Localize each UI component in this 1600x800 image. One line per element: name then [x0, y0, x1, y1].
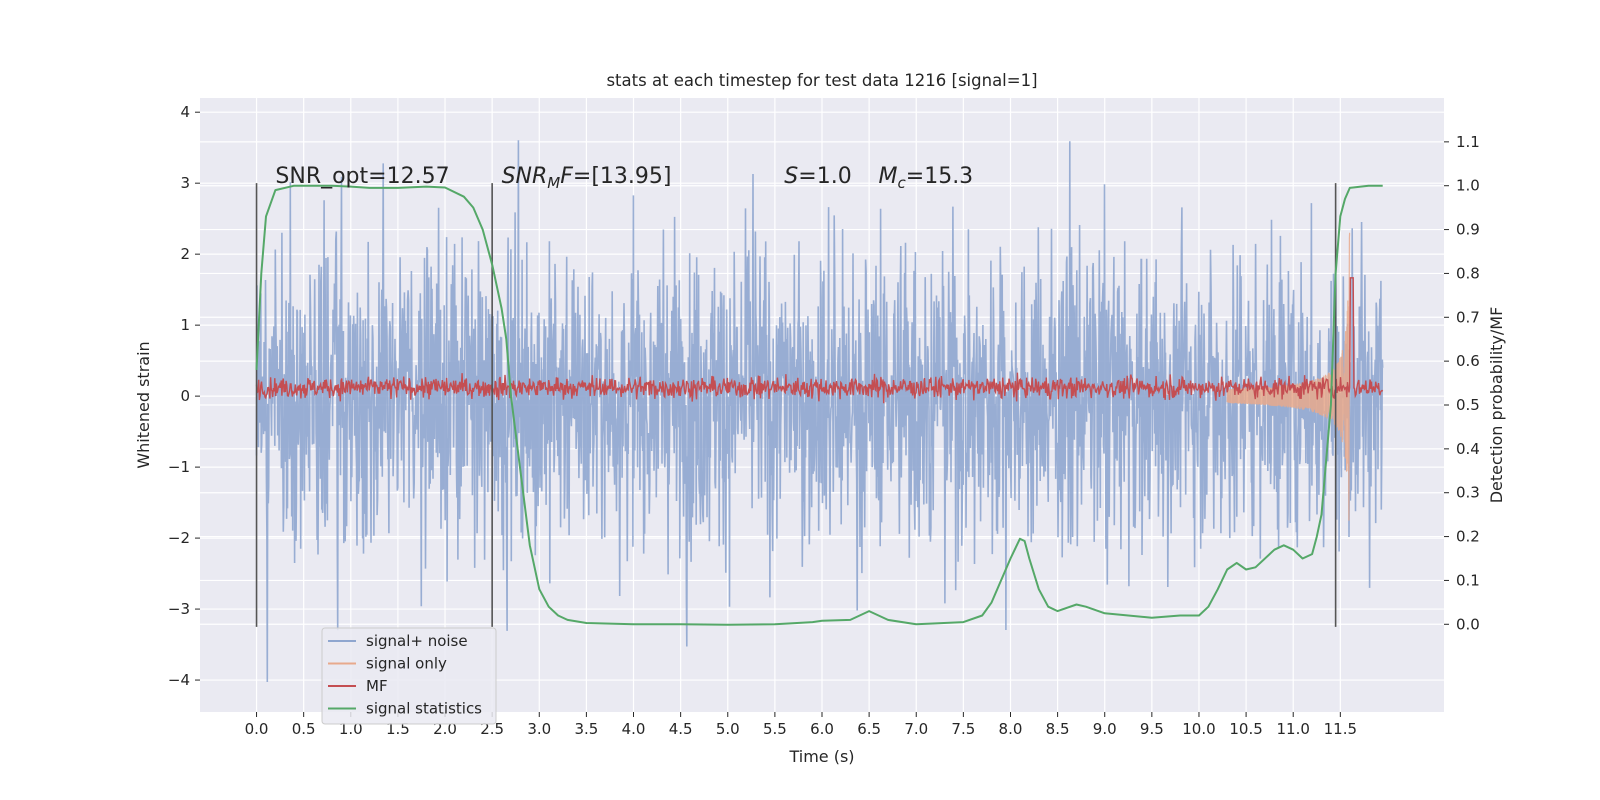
y2-tick-label: 1.1	[1456, 133, 1480, 151]
y2-tick-label: 0.7	[1456, 308, 1480, 326]
x-tick-label: 7.0	[904, 720, 928, 738]
y2-tick-label: 0.1	[1456, 571, 1480, 589]
y-tick-label: −2	[168, 529, 190, 547]
x-tick-label: 8.5	[1046, 720, 1070, 738]
signal-noise-series	[255, 140, 1384, 683]
x-tick-label: 7.5	[951, 720, 975, 738]
y-tick-label: −4	[168, 671, 190, 689]
y-tick-label: 4	[180, 103, 190, 121]
x-axis-label: Time (s)	[788, 747, 854, 766]
y-tick-label: 0	[180, 387, 190, 405]
y2-tick-label: 0.8	[1456, 264, 1480, 282]
mf-series	[255, 277, 1384, 404]
data-series	[255, 140, 1384, 683]
x-tick-label: 11.5	[1324, 720, 1357, 738]
x-tick-label: 4.0	[622, 720, 646, 738]
x-tick-label: 9.0	[1093, 720, 1117, 738]
y2-tick-label: 0.6	[1456, 352, 1480, 370]
y-axis-label: Whitened strain	[134, 341, 153, 468]
axes: 0.0 0.5 1.0 1.5 2.0 2.5 3.0 3.5 4.0 4.5 5.0 5.5 6.0 6…	[168, 103, 1480, 738]
signal-statistics-series	[255, 184, 1383, 626]
y-tick-label: 1	[180, 316, 190, 334]
x-tick-label: 6.5	[857, 720, 881, 738]
x-tick-label: 3.0	[527, 720, 551, 738]
legend-label: signal+ noise	[366, 632, 468, 650]
x-tick-label: 0.5	[292, 720, 316, 738]
y2-tick-label: 0.9	[1456, 221, 1480, 239]
y2-tick-label: 0.0	[1456, 615, 1480, 633]
x-tick-label: 9.5	[1140, 720, 1164, 738]
y-tick-label: −1	[168, 458, 190, 476]
x-tick-label: 11.0	[1277, 720, 1310, 738]
x-tick-label: 5.5	[763, 720, 787, 738]
y2-tick-label: 0.3	[1456, 484, 1480, 502]
x-tick-label: 3.5	[574, 720, 598, 738]
x-tick-label: 4.5	[669, 720, 693, 738]
legend-label: signal statistics	[366, 700, 482, 718]
signal-only-series	[1226, 232, 1351, 521]
annotation-text: S=1.0	[784, 164, 851, 189]
legend: signal+ noise signal only MF signal statist…	[321, 627, 497, 725]
x-tick-label: 10.5	[1229, 720, 1262, 738]
y-tick-label: 2	[180, 245, 190, 263]
annotations: SNR_opt=12.57 SNRMF=[13.95] S=1.0 Mc=15.3	[275, 164, 973, 192]
y2-tick-label: 1.0	[1456, 177, 1480, 195]
legend-box	[321, 627, 497, 725]
annotation-text: SNR_opt=12.57	[275, 164, 449, 189]
chart-title: stats at each timestep for test data 121…	[606, 71, 1037, 90]
y2-tick-label: 0.4	[1456, 440, 1480, 458]
annotation-text: SNRMF=[13.95]	[502, 164, 672, 192]
annotation-text: Mc=15.3	[879, 164, 974, 192]
x-tick-label: 5.0	[716, 720, 740, 738]
y2-tick-label: 0.5	[1456, 396, 1480, 414]
y2-axis-label: Detection probability/MF	[1487, 307, 1506, 504]
y-tick-label: 3	[180, 174, 190, 192]
legend-label: signal only	[366, 655, 447, 673]
y-tick-label: −3	[168, 600, 190, 618]
x-tick-label: 6.0	[810, 720, 834, 738]
x-tick-label: 0.0	[245, 720, 269, 738]
x-tick-label: 8.0	[999, 720, 1023, 738]
x-tick-label: 10.0	[1182, 720, 1215, 738]
legend-label: MF	[366, 677, 388, 695]
y2-tick-label: 0.2	[1456, 528, 1480, 546]
